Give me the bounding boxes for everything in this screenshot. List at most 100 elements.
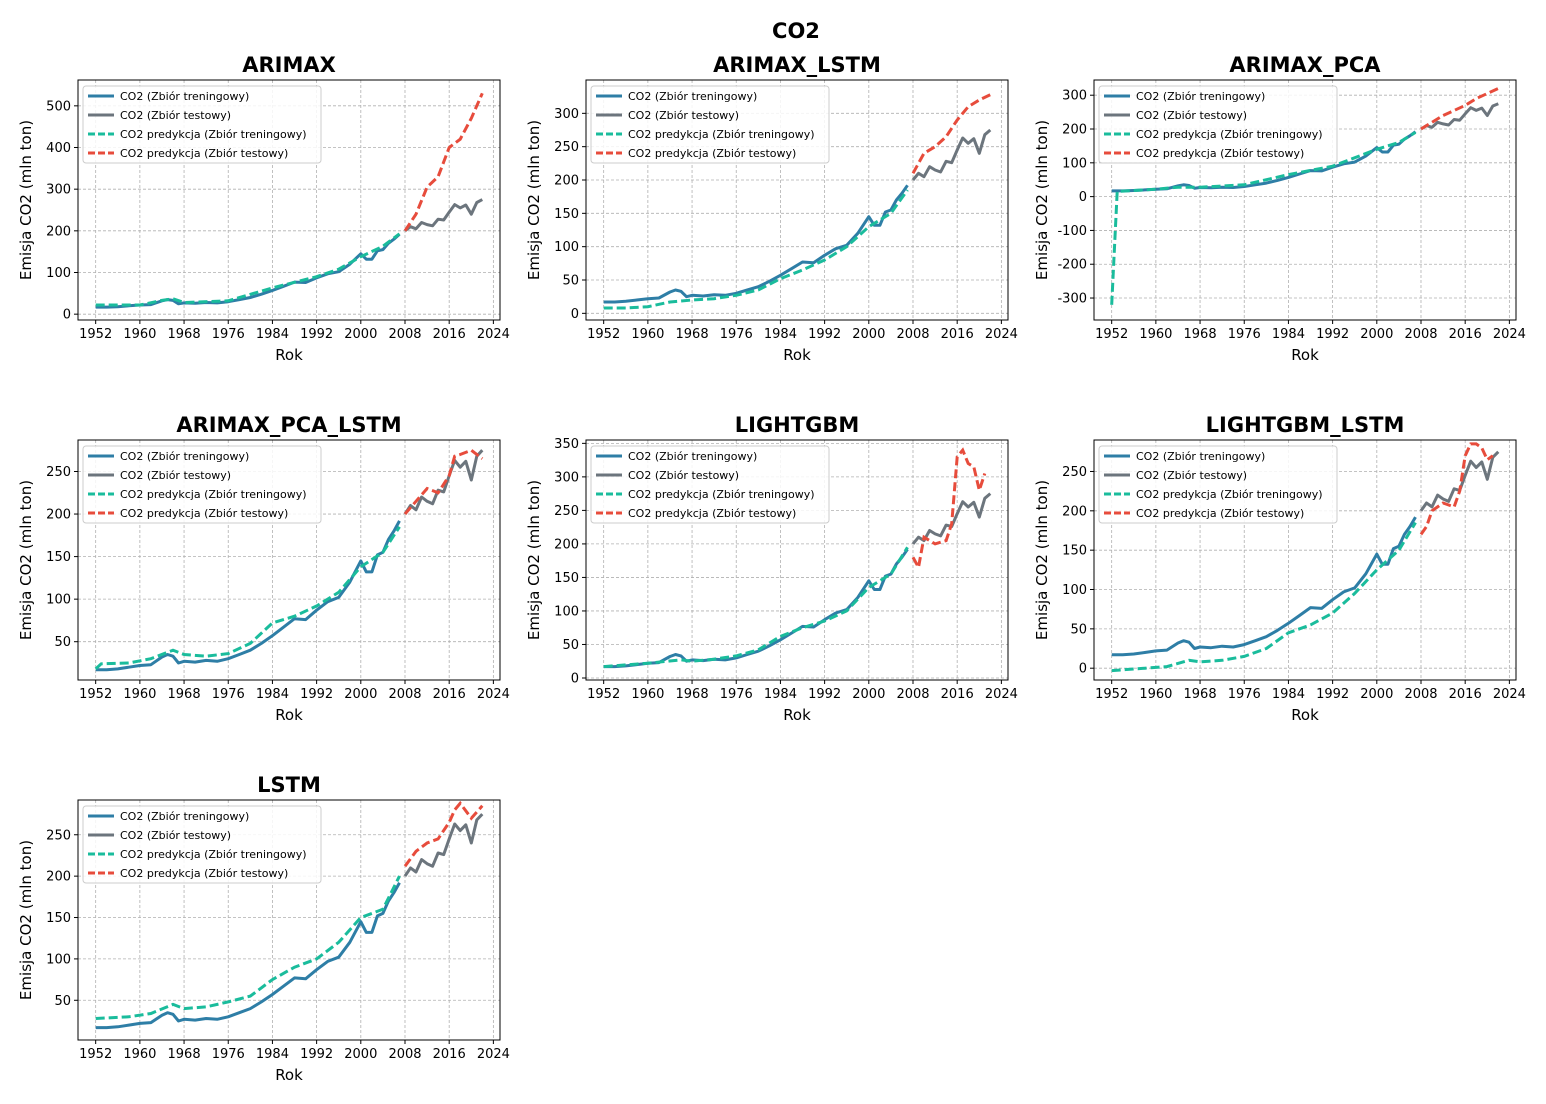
series-pred-train-line — [603, 546, 909, 669]
chart-title: LSTM — [257, 773, 321, 797]
x-tick-label: 2024 — [477, 687, 510, 702]
series-pred-test-line — [403, 92, 484, 232]
y-axis-label: Emisja CO2 (mln ton) — [17, 840, 35, 1000]
plot-area — [95, 800, 484, 1030]
x-tick-label: 1968 — [168, 327, 201, 342]
legend: CO2 (Zbiór treningowy) CO2 (Zbiór testowy… — [590, 85, 830, 164]
x-tick-label: 2024 — [985, 687, 1018, 702]
chart-title: ARIMAX — [242, 53, 336, 77]
y-tick-label: 0 — [1079, 190, 1087, 205]
y-tick-label: 250 — [554, 140, 579, 155]
legend-label-pred_test: CO2 predykcja (Zbiór testowy) — [628, 507, 796, 520]
legend-box — [590, 445, 830, 524]
x-tick-label: 1960 — [123, 327, 156, 342]
y-tick-label: 250 — [554, 504, 579, 519]
y-tick-label: 200 — [554, 174, 579, 189]
y-tick-label: 250 — [1062, 465, 1087, 480]
y-tick-label: 150 — [1062, 544, 1087, 559]
x-tick-label: 2000 — [344, 327, 377, 342]
legend-label-test: CO2 (Zbiór testowy) — [120, 109, 231, 122]
legend-box — [1098, 85, 1338, 164]
series-pred-test-line — [911, 93, 991, 175]
x-axis-label: Rok — [1291, 346, 1319, 364]
x-tick-label: 1984 — [256, 687, 289, 702]
x-tick-label: 2000 — [852, 327, 885, 342]
chart-panel-7: LSTM 1952 1960 1968 1976 1984 1992 2000 2008 2016… — [17, 773, 510, 1084]
y-tick-label: 100 — [554, 240, 579, 255]
x-tick-label: 2000 — [344, 1047, 377, 1062]
y-tick-label: 100 — [46, 266, 71, 281]
x-tick-label: 1984 — [1272, 687, 1305, 702]
x-tick-label: 1952 — [79, 687, 112, 702]
y-tick-label: 0 — [63, 308, 71, 323]
series-test-line — [403, 813, 484, 877]
series-test-line — [911, 128, 992, 181]
x-tick-label: 2008 — [1404, 687, 1437, 702]
x-tick-label: 2000 — [1360, 687, 1393, 702]
y-axis-label: Emisja CO2 (mln ton) — [1033, 480, 1051, 640]
series-pred-train-line — [95, 232, 401, 307]
chart-title: LIGHTGBM_LSTM — [1206, 413, 1405, 437]
legend-label-train: CO2 (Zbiór treningowy) — [120, 90, 249, 103]
x-tick-label: 2008 — [1404, 327, 1437, 342]
x-tick-label: 1968 — [1184, 687, 1217, 702]
legend-box — [1098, 445, 1338, 524]
plot-area — [1111, 442, 1500, 673]
legend-label-pred_train: CO2 predykcja (Zbiór treningowy) — [120, 128, 307, 141]
series-pred-train-line — [94, 525, 401, 670]
legend-label-pred_test: CO2 predykcja (Zbiór testowy) — [1136, 147, 1304, 160]
legend-label-pred_test: CO2 predykcja (Zbiór testowy) — [120, 507, 288, 520]
series-pred-test-line — [403, 800, 484, 868]
series-train-line — [603, 184, 909, 304]
y-tick-label: 150 — [46, 911, 71, 926]
y-tick-label: 50 — [562, 274, 579, 289]
x-tick-label: 1960 — [631, 687, 664, 702]
axes-frame — [585, 79, 1009, 321]
x-tick-label: 1992 — [300, 687, 333, 702]
y-tick-label: 150 — [554, 571, 579, 586]
x-tick-label: 1976 — [720, 327, 753, 342]
legend-label-pred_train: CO2 predykcja (Zbiór treningowy) — [120, 488, 307, 501]
x-tick-label: 1976 — [212, 1047, 245, 1062]
x-tick-label: 2016 — [433, 687, 466, 702]
y-tick-label: 150 — [554, 207, 579, 222]
legend-box — [82, 85, 322, 164]
x-tick-label: 1968 — [676, 327, 709, 342]
y-tick-label: 200 — [46, 508, 71, 523]
x-tick-label: 1952 — [1095, 327, 1128, 342]
x-tick-label: 2016 — [1449, 327, 1482, 342]
x-tick-label: 2016 — [433, 327, 466, 342]
series-pred-test-line — [1420, 87, 1499, 131]
x-tick-label: 2016 — [1449, 687, 1482, 702]
series-pred-train-line — [1111, 521, 1417, 673]
plot-area — [603, 93, 992, 310]
y-tick-label: 0 — [571, 307, 579, 322]
legend-label-pred_train: CO2 predykcja (Zbiór treningowy) — [120, 848, 307, 861]
x-tick-label: 2024 — [1493, 327, 1526, 342]
series-train-line — [95, 882, 401, 1030]
legend-label-test: CO2 (Zbiór testowy) — [1136, 469, 1247, 482]
y-tick-label: 0 — [1079, 662, 1087, 677]
x-tick-label: 1960 — [631, 327, 664, 342]
chart-title: ARIMAX_PCA — [1229, 53, 1381, 77]
y-tick-label: 50 — [1070, 622, 1087, 637]
y-tick-label: 150 — [46, 550, 71, 565]
legend: CO2 (Zbiór treningowy) CO2 (Zbiór testowy… — [590, 445, 830, 524]
x-tick-label: 1976 — [1228, 327, 1261, 342]
x-tick-label: 1960 — [1139, 687, 1172, 702]
x-axis-label: Rok — [783, 706, 811, 724]
series-train-line — [95, 520, 401, 672]
x-tick-label: 2016 — [941, 327, 974, 342]
x-tick-label: 2000 — [852, 687, 885, 702]
x-tick-label: 1976 — [212, 687, 245, 702]
series-train-line — [1111, 130, 1417, 193]
axes-frame — [585, 439, 1009, 681]
x-tick-label: 1976 — [212, 327, 245, 342]
y-axis-label: Emisja CO2 (mln ton) — [1033, 120, 1051, 280]
legend-label-pred_test: CO2 predykcja (Zbiór testowy) — [120, 867, 288, 880]
legend-label-pred_test: CO2 predykcja (Zbiór testowy) — [120, 147, 288, 160]
y-tick-label: 100 — [1062, 156, 1087, 171]
figure-suptitle: CO2 — [772, 19, 820, 43]
